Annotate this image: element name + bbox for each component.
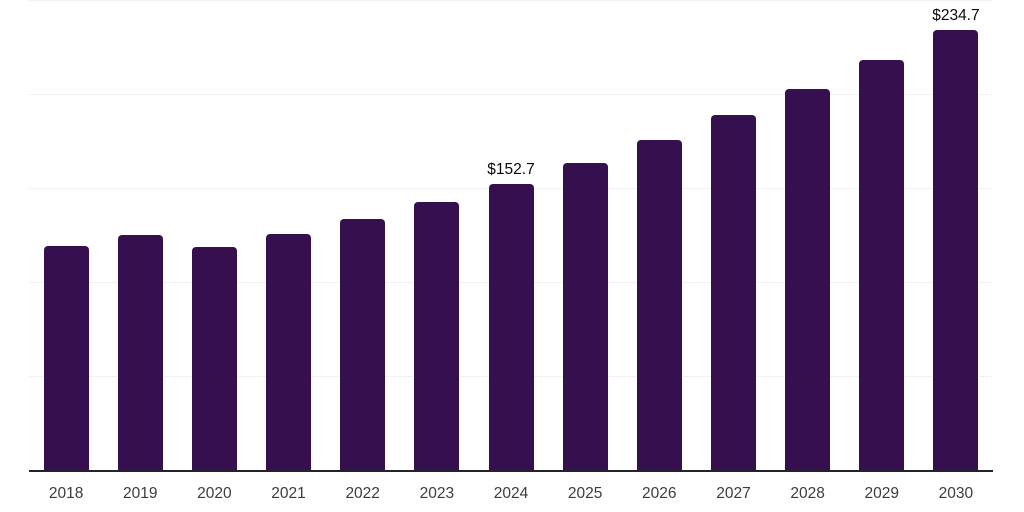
plot-area: $152.7 $234.7 bbox=[29, 0, 993, 471]
bar-2023 bbox=[414, 201, 460, 471]
x-tick-label-2029: 2029 bbox=[864, 485, 899, 502]
bar-2027 bbox=[710, 115, 756, 471]
x-tick-label-2026: 2026 bbox=[642, 485, 677, 502]
bar-value-label-2024: $152.7 bbox=[487, 161, 535, 179]
x-axis-line bbox=[29, 470, 993, 472]
bar-2020 bbox=[191, 246, 237, 471]
x-tick-label-2025: 2025 bbox=[567, 485, 603, 502]
bar-2021 bbox=[266, 233, 312, 471]
bar-value-label-2030: $234.7 bbox=[932, 7, 980, 25]
bar-2022 bbox=[340, 219, 386, 471]
x-tick-label-2020: 2020 bbox=[197, 485, 232, 502]
x-tick-label-2018: 2018 bbox=[48, 485, 84, 502]
bar-2028 bbox=[785, 88, 831, 471]
x-tick-label-2027: 2027 bbox=[716, 485, 751, 502]
bar-2019 bbox=[117, 234, 163, 471]
bar-2030 bbox=[933, 29, 979, 471]
bar-2029 bbox=[859, 60, 905, 471]
bar-2025 bbox=[562, 162, 608, 471]
x-tick-label-2021: 2021 bbox=[271, 485, 306, 502]
x-tick-label-2023: 2023 bbox=[419, 485, 455, 502]
gridline bbox=[29, 0, 993, 1]
bar-2018 bbox=[43, 245, 89, 471]
x-tick-label-2028: 2028 bbox=[790, 485, 825, 502]
x-tick-label-2022: 2022 bbox=[345, 485, 380, 502]
gridline bbox=[29, 94, 993, 95]
x-tick-label-2019: 2019 bbox=[122, 485, 158, 502]
bar-2024 bbox=[488, 183, 534, 471]
bar-2026 bbox=[636, 139, 682, 471]
x-tick-label-2030: 2030 bbox=[938, 485, 974, 502]
x-tick-label-2024: 2024 bbox=[493, 485, 529, 502]
